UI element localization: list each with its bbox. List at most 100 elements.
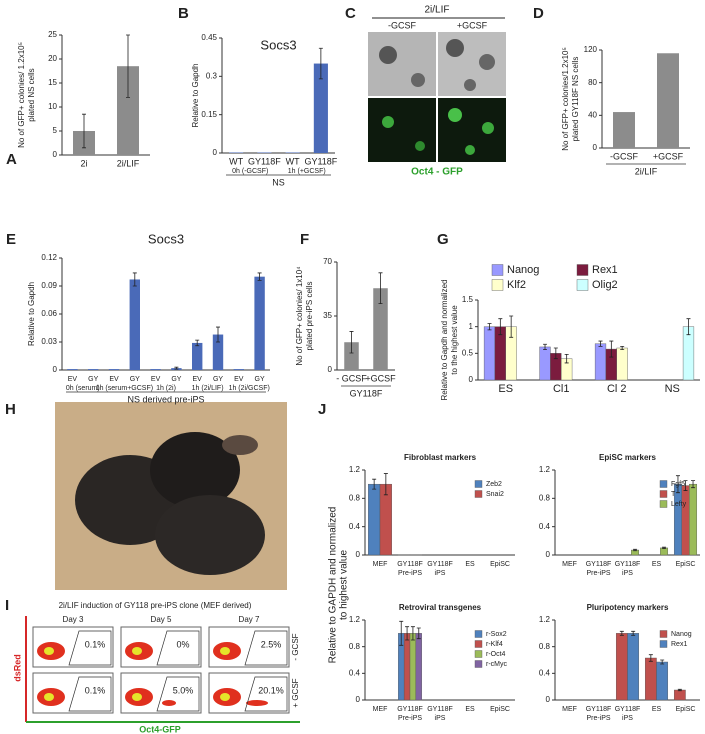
legend-label: Rex1 <box>592 264 618 276</box>
error-bar <box>378 272 383 305</box>
error-bar <box>543 343 548 350</box>
legend-swatch <box>491 264 504 276</box>
x-tick-label: GY118F <box>397 706 423 713</box>
error-bar <box>416 627 421 640</box>
error-bar <box>410 626 415 641</box>
y-tick-label: 1.2 <box>349 615 361 624</box>
y-axis-label: Relative to GAPDH and normalized <box>328 507 339 664</box>
photo <box>55 402 287 590</box>
legend-swatch <box>659 480 668 488</box>
error-bar <box>675 475 680 494</box>
x-tick-label: GY118F <box>427 706 453 713</box>
x-tick-label: Cl1 <box>553 383 570 395</box>
x-tick-label: GY118F <box>397 561 423 568</box>
group-label: 0h (-GCSF) <box>232 168 268 175</box>
error-bar <box>619 630 624 636</box>
y-tick-label: 1.2 <box>539 615 551 624</box>
y-axis-label: plated NS cells <box>27 68 36 121</box>
cell-cloud <box>246 700 268 706</box>
y-tick-label: 70 <box>323 257 332 266</box>
error-bar <box>399 620 404 646</box>
chart-title: Pluripotency markers <box>587 603 669 612</box>
y-tick-label: 0 <box>53 150 58 159</box>
legend-swatch <box>659 630 668 638</box>
panel-letter: A <box>6 151 17 168</box>
x-tick-label: Pre-iPS <box>398 715 422 722</box>
error-bar <box>691 480 696 489</box>
gate <box>244 676 288 712</box>
error-bar <box>126 34 130 98</box>
bar <box>615 633 628 701</box>
error-bar <box>372 478 377 490</box>
y-axis-label: No of GFP+ colonies/ 1x10⁴ <box>295 266 304 366</box>
legend-swatch <box>659 490 668 498</box>
group-label: 1h (serum+GCSF) <box>96 385 153 392</box>
y-tick-label: 0 <box>546 695 551 704</box>
legend-swatch <box>474 490 483 498</box>
error-bar <box>498 318 503 336</box>
column-label: +GCSF <box>457 20 488 30</box>
x-tick-label: GY <box>88 376 98 383</box>
panel-letter: G <box>437 231 449 248</box>
y-tick-label: 35 <box>323 311 332 320</box>
x-tick-label: ES <box>465 561 475 568</box>
error-bar <box>648 654 653 662</box>
y-axis-label: No of GFP+ colonies/ 1.2x10⁵ <box>17 42 26 148</box>
x-tick-label: WT <box>286 156 300 166</box>
y-tick-label: 0.12 <box>41 253 57 262</box>
bar <box>254 276 265 370</box>
bar <box>257 152 272 153</box>
x-tick-label: EpiSC <box>490 561 510 568</box>
gate-percent: 0% <box>176 639 189 649</box>
y-axis-label: Relative to Gapdh <box>191 63 200 127</box>
legend-swatch <box>474 630 483 638</box>
error-bar <box>683 480 688 491</box>
x-tick-label: GY118F <box>615 706 641 713</box>
x-tick-label: EV <box>151 376 161 383</box>
micrograph <box>368 32 506 162</box>
y-tick-label: 0.03 <box>41 337 57 346</box>
error-bar <box>631 630 636 636</box>
x-tick-label: GY118F <box>248 156 281 166</box>
y-axis-label: plated GY118F NS cells <box>571 57 580 142</box>
y-tick-label: 0.8 <box>349 493 361 502</box>
chart-title: Fibroblast markers <box>404 453 477 462</box>
panel-title: 2i/LIF induction of GY118 pre-iPS clone … <box>59 601 252 610</box>
y-tick-label: 0.4 <box>349 668 361 677</box>
legend-label: r-Sox2 <box>486 631 507 638</box>
gate-percent: 2.5% <box>261 639 282 649</box>
x-tick-label: ES <box>652 706 662 713</box>
x-tick-label: iPS <box>435 570 446 577</box>
bar <box>212 334 224 370</box>
x-tick-label: WT <box>229 156 243 166</box>
x-axis-label: NS <box>272 177 285 187</box>
gate-percent: 0.1% <box>85 685 106 695</box>
gate-percent: 0.1% <box>85 639 106 649</box>
x-tick-label: ES <box>498 383 513 395</box>
y-axis-label: Relative to Gapdh and normalized <box>440 280 449 401</box>
error-bar <box>132 272 137 287</box>
column-label: Day 3 <box>63 615 84 624</box>
y-axis-label: plated pre-iPS cells <box>305 282 314 351</box>
x-axis-label: Oct4-GFP <box>139 724 181 734</box>
group-label: 1h (2i/LIF) <box>192 385 224 392</box>
bar <box>129 279 140 370</box>
row-label: + GCSF <box>291 678 300 707</box>
gate <box>156 676 200 712</box>
y-tick-label: 80 <box>588 78 597 87</box>
x-tick-label: GY118F <box>586 706 612 713</box>
legend-swatch <box>576 279 589 291</box>
legend-swatch <box>576 264 589 276</box>
legend-swatch <box>474 480 483 488</box>
column-label: -GCSF <box>388 20 417 30</box>
x-axis-label: GY118F <box>350 388 383 398</box>
group-label: 0h (serum) <box>66 385 100 392</box>
cell-core <box>132 647 142 655</box>
bar <box>313 63 328 153</box>
x-tick-label: iPS <box>622 715 633 722</box>
legend-label: Olig2 <box>592 279 618 291</box>
x-tick-label: GY <box>213 376 223 383</box>
cell-cloud <box>162 700 176 706</box>
bar <box>373 288 388 370</box>
bar <box>88 369 99 370</box>
